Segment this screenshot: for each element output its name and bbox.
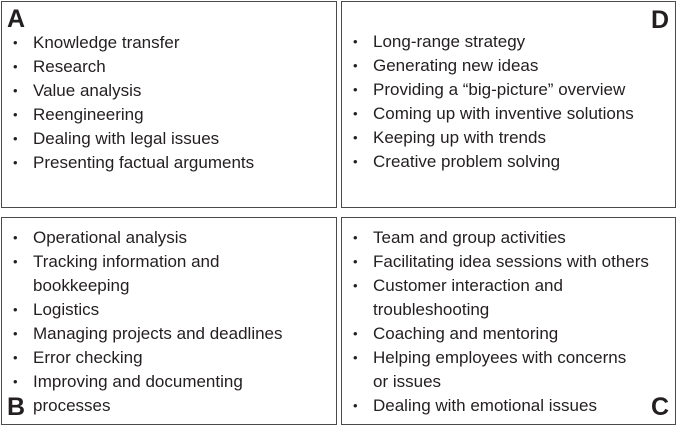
list-item-text-continued: troubleshooting (373, 300, 490, 319)
list-item-text: Dealing with emotional issues (373, 396, 597, 415)
list-item: • Facilitating idea sessions with others (350, 250, 649, 274)
bullet-icon: • (13, 374, 18, 389)
bullet-icon: • (353, 350, 358, 365)
list-item: • Helping employees with concerns or issue… (350, 346, 649, 394)
list-item: • Generating new ideas (350, 54, 634, 78)
quadrant-b-list: • Operational analysis • Tracking informati… (10, 226, 283, 418)
bullet-icon: • (13, 59, 18, 74)
list-item: • Knowledge transfer (10, 31, 254, 55)
list-item-text-continued: or issues (373, 372, 442, 391)
bullet-icon: • (13, 230, 18, 245)
list-item-text: Long-range strategy (373, 32, 526, 51)
quadrant-c: C • Team and group activities • Facilitatin… (341, 217, 676, 425)
list-item-text: Helping employees with concerns (373, 348, 627, 367)
list-item: • Research (10, 55, 254, 79)
list-item: • Tracking information and bookkeeping (10, 250, 283, 298)
bullet-icon: • (13, 350, 18, 365)
bullet-icon: • (13, 155, 18, 170)
list-item-text: Coaching and mentoring (373, 324, 559, 343)
list-item-text: Keeping up with trends (373, 128, 546, 147)
quadrant-letter-a: A (7, 5, 26, 33)
list-item-text: Dealing with legal issues (33, 129, 220, 148)
bullet-icon: • (13, 131, 18, 146)
quadrant-a: A • Knowledge transfer • Research • Value ana… (1, 1, 337, 208)
bullet-icon: • (13, 254, 18, 269)
list-item-text: Managing projects and deadlines (33, 324, 283, 343)
bullet-icon: • (353, 130, 358, 145)
list-item: • Keeping up with trends (350, 126, 634, 150)
list-item-text: Value analysis (33, 81, 142, 100)
list-item-text: Improving and documenting (33, 372, 243, 391)
list-item: • Customer interaction and troubleshooting (350, 274, 649, 322)
bullet-icon: • (13, 35, 18, 50)
list-item: • Dealing with emotional issues (350, 394, 649, 418)
list-item-text: Reengineering (33, 105, 144, 124)
list-item-text-continued: processes (33, 396, 111, 415)
bullet-icon: • (353, 278, 358, 293)
list-item-text: Operational analysis (33, 228, 188, 247)
list-item: • Presenting factual arguments (10, 151, 254, 175)
list-item-text: Customer interaction and (373, 276, 563, 295)
list-item-text: Knowledge transfer (33, 33, 180, 52)
list-item: • Providing a “big-picture” overview (350, 78, 634, 102)
list-item: • Improving and documenting processes (10, 370, 283, 418)
list-item-text: Providing a “big-picture” overview (373, 80, 626, 99)
bullet-icon: • (353, 34, 358, 49)
quadrant-a-list: • Knowledge transfer • Research • Value analy… (10, 31, 254, 175)
list-item: • Coming up with inventive solutions (350, 102, 634, 126)
list-item: • Team and group activities (350, 226, 649, 250)
quadrant-c-list: • Team and group activities • Facilitating … (350, 226, 649, 418)
bullet-icon: • (353, 230, 358, 245)
quadrant-d-list: • Long-range strategy • Generating new idea… (350, 30, 634, 174)
list-item: • Operational analysis (10, 226, 283, 250)
bullet-icon: • (353, 58, 358, 73)
bullet-icon: • (13, 302, 18, 317)
quadrant-b: B • Operational analysis • Tracking informa… (1, 217, 337, 425)
list-item-text: Tracking information and (33, 252, 220, 271)
list-item: • Reengineering (10, 103, 254, 127)
list-item: • Error checking (10, 346, 283, 370)
list-item-text: Error checking (33, 348, 143, 367)
list-item-text: Facilitating idea sessions with others (373, 252, 649, 271)
bullet-icon: • (353, 106, 358, 121)
list-item-text: Generating new ideas (373, 56, 539, 75)
list-item: • Long-range strategy (350, 30, 634, 54)
bullet-icon: • (353, 398, 358, 413)
list-item-text: Team and group activities (373, 228, 566, 247)
list-item: • Coaching and mentoring (350, 322, 649, 346)
quadrant-d: D • Long-range strategy • Generating new id… (341, 1, 676, 208)
bullet-icon: • (353, 326, 358, 341)
list-item-text-continued: bookkeeping (33, 276, 130, 295)
list-item: • Value analysis (10, 79, 254, 103)
quadrant-letter-c: C (650, 393, 669, 421)
list-item: • Creative problem solving (350, 150, 634, 174)
bullet-icon: • (13, 326, 18, 341)
list-item-text: Research (33, 57, 106, 76)
list-item: • Dealing with legal issues (10, 127, 254, 151)
bullet-icon: • (353, 154, 358, 169)
list-item-text: Presenting factual arguments (33, 153, 255, 172)
list-item: • Logistics (10, 298, 283, 322)
bullet-icon: • (13, 107, 18, 122)
list-item-text: Coming up with inventive solutions (373, 104, 634, 123)
bullet-icon: • (13, 83, 18, 98)
bullet-icon: • (353, 254, 358, 269)
list-item: • Managing projects and deadlines (10, 322, 283, 346)
quadrant-letter-d: D (650, 6, 669, 34)
list-item-text: Creative problem solving (373, 152, 561, 171)
quadrant-letter-b: B (7, 393, 26, 421)
list-item-text: Logistics (33, 300, 100, 319)
bullet-icon: • (353, 82, 358, 97)
